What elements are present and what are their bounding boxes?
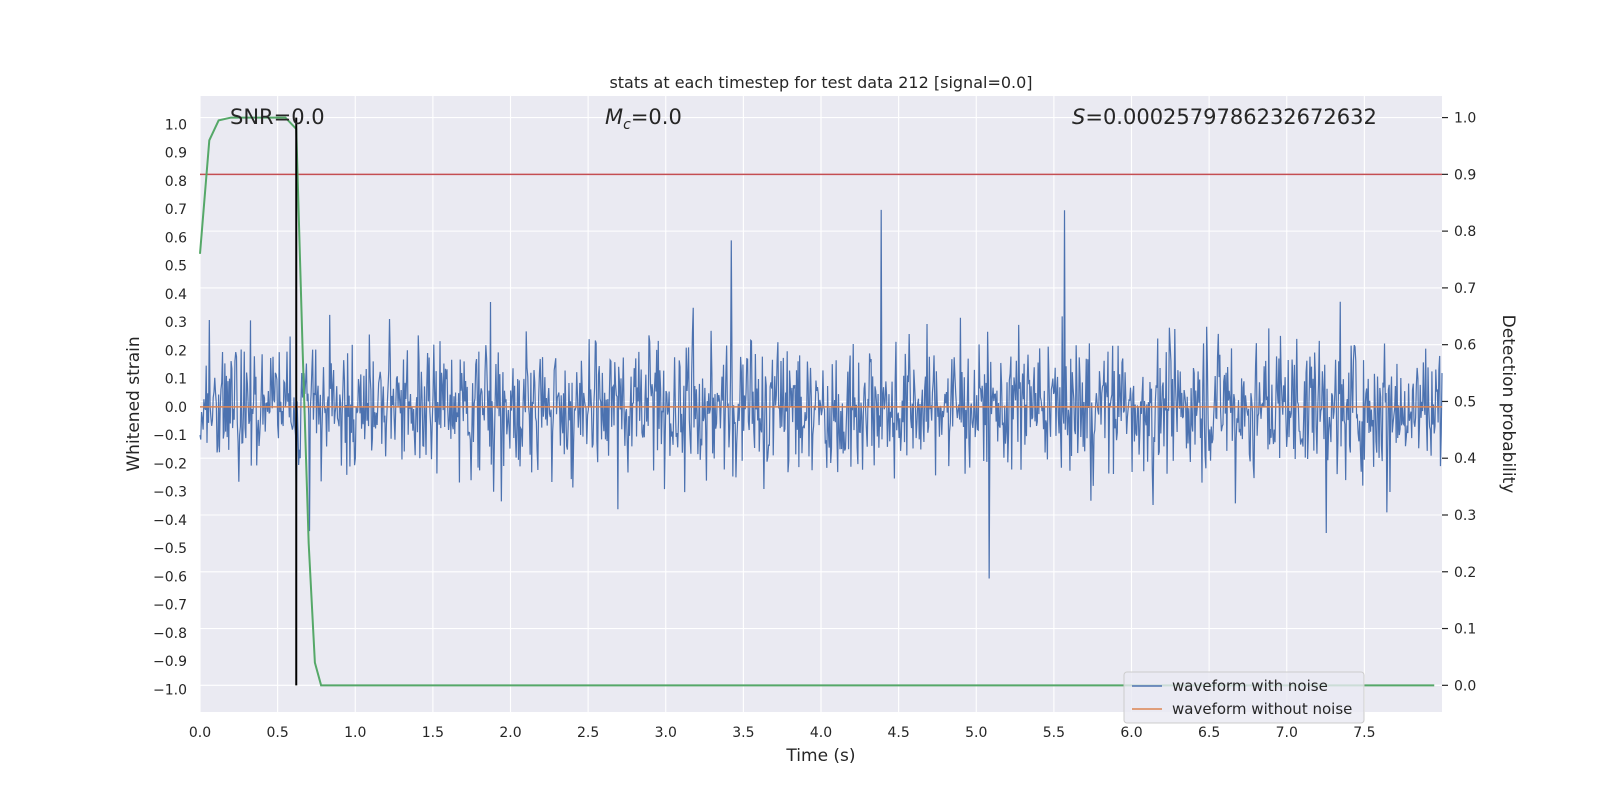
y-tick-label: 0.0 bbox=[165, 400, 187, 416]
y2-tick-label: 0.5 bbox=[1454, 394, 1476, 410]
x-tick-label: 6.0 bbox=[1120, 725, 1142, 741]
y-tick-label: −0.8 bbox=[153, 626, 187, 642]
y-tick-label: 0.9 bbox=[165, 146, 187, 162]
x-tick-label: 7.0 bbox=[1276, 725, 1298, 741]
y-tick-label: 0.8 bbox=[165, 174, 187, 190]
chirp-mass-annotation: Mc=0.0 bbox=[605, 105, 682, 133]
chart-title: stats at each timestep for test data 212… bbox=[609, 73, 1032, 92]
mc-value: =0.0 bbox=[631, 105, 682, 129]
legend: waveform with noise waveform without noi… bbox=[1123, 671, 1365, 724]
y-tick-label: 0.3 bbox=[165, 315, 187, 331]
mc-symbol: M bbox=[605, 105, 623, 129]
y-tick-label: 0.5 bbox=[165, 259, 187, 275]
y-tick-label: 0.4 bbox=[165, 287, 187, 303]
y2-tick-label: 0.9 bbox=[1454, 167, 1476, 183]
s-value: =0.0002579786232672632 bbox=[1085, 105, 1377, 129]
y-tick-label: 0.6 bbox=[165, 230, 187, 246]
s-symbol: S bbox=[1072, 105, 1085, 129]
series-layer bbox=[199, 116, 1443, 687]
y-axis-label: Whitened strain bbox=[124, 336, 144, 471]
y2-axis-label: Detection probability bbox=[1498, 315, 1518, 494]
y2-tick-label: 0.0 bbox=[1454, 678, 1476, 694]
legend-label-noise: waveform with noise bbox=[1172, 677, 1328, 695]
y2-tick-label: 1.0 bbox=[1454, 111, 1476, 127]
snr-annotation: SNR=0.0 bbox=[230, 105, 325, 129]
y2-tick-label: 0.3 bbox=[1454, 508, 1476, 524]
s-annotation: S=0.0002579786232672632 bbox=[1072, 105, 1377, 129]
x-tick-label: 5.5 bbox=[1043, 725, 1065, 741]
y-tick-label: −1.0 bbox=[153, 682, 187, 698]
x-tick-label: 7.5 bbox=[1353, 725, 1375, 741]
y-tick-label: −0.4 bbox=[153, 513, 187, 529]
y-tick-label: −0.7 bbox=[153, 598, 187, 614]
x-tick-label: 1.0 bbox=[344, 725, 366, 741]
y-tick-label: −0.2 bbox=[153, 456, 187, 472]
x-tick-label: 0.0 bbox=[189, 725, 211, 741]
mc-subscript: c bbox=[623, 117, 631, 133]
x-axis-label: Time (s) bbox=[785, 746, 855, 766]
x-tick-label: 2.0 bbox=[499, 725, 521, 741]
y2-tick-label: 0.6 bbox=[1454, 338, 1476, 354]
y-tick-label: 0.1 bbox=[165, 372, 187, 388]
y2-tick-label: 0.4 bbox=[1454, 451, 1476, 467]
x-tick-label: 3.0 bbox=[655, 725, 677, 741]
y-tick-label: −0.6 bbox=[153, 569, 187, 585]
x-tick-label: 2.5 bbox=[577, 725, 599, 741]
x-tick-label: 5.0 bbox=[965, 725, 987, 741]
x-tick-label: 0.5 bbox=[266, 725, 288, 741]
y-tick-label: 1.0 bbox=[165, 117, 187, 133]
legend-label-clean: waveform without noise bbox=[1172, 700, 1352, 718]
y2-tick-label: 0.2 bbox=[1454, 565, 1476, 581]
y2-tick-label: 0.7 bbox=[1454, 281, 1476, 297]
y-tick-label: 0.2 bbox=[165, 343, 187, 359]
x-tick-label: 1.5 bbox=[422, 725, 444, 741]
y-tick-label: −0.3 bbox=[153, 485, 187, 501]
legend-box bbox=[1123, 671, 1365, 724]
y-tick-label: 0.7 bbox=[165, 202, 187, 218]
y-tick-label: −0.9 bbox=[153, 654, 187, 670]
y-axis-ticks: −1.0 −0.9 −0.8 −0.7 −0.6 −0.5 −0.4 −0.3 −0.2 −0.1… bbox=[153, 117, 187, 698]
y-tick-label: −0.5 bbox=[153, 541, 187, 557]
x-tick-label: 3.5 bbox=[732, 725, 754, 741]
y-tick-label: −0.1 bbox=[153, 428, 187, 444]
y2-tick-label: 0.8 bbox=[1454, 224, 1476, 240]
y2-tick-label: 0.1 bbox=[1454, 622, 1476, 638]
x-tick-label: 4.5 bbox=[887, 725, 909, 741]
noise-waveform-line bbox=[199, 209, 1443, 579]
x-axis-ticks: 0.0 0.5 1.0 1.5 2.0 2.5 3.0 3.5 4.0 4.5 5.0 5.5 6.0 6… bbox=[189, 725, 1376, 741]
y2-axis-ticks: 0.0 0.1 0.2 0.3 0.4 0.5 0.6 0.7 0.8 0.9 1.0 bbox=[1442, 111, 1476, 694]
x-tick-label: 4.0 bbox=[810, 725, 832, 741]
x-tick-label: 6.5 bbox=[1198, 725, 1220, 741]
